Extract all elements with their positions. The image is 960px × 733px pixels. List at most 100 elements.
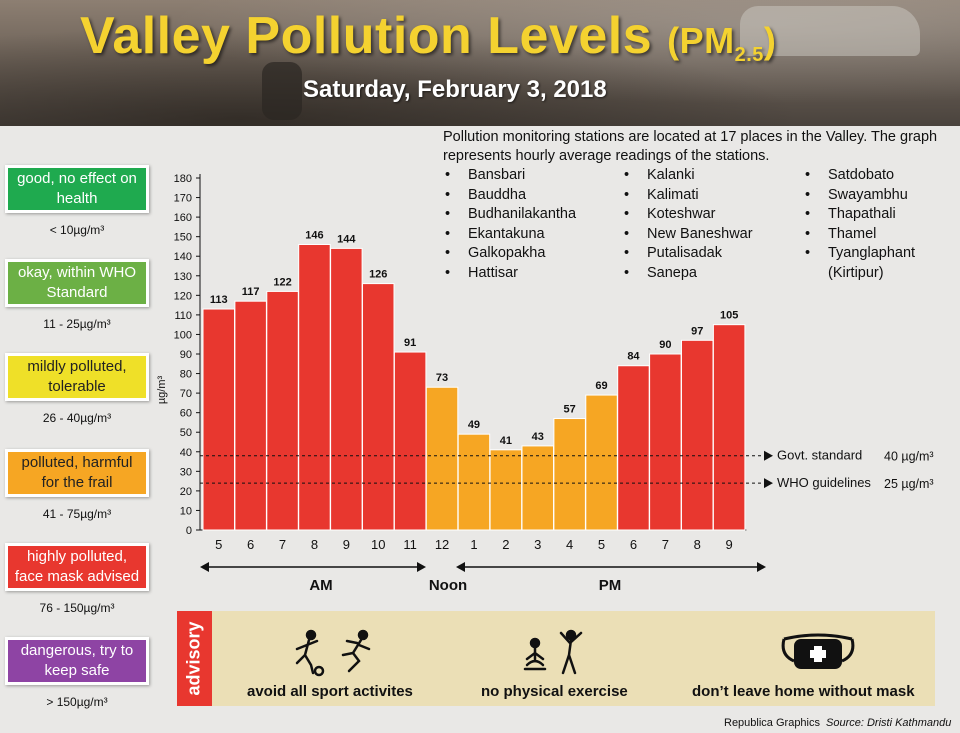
publisher-credit: Republica Graphics <box>724 717 820 729</box>
legend-range: 76 - 150µg/m³ <box>39 601 115 615</box>
y-tick-label: 50 <box>180 427 192 439</box>
bar-value-label: 57 <box>564 404 576 416</box>
x-tick-label: 2 <box>502 537 509 552</box>
x-tick-label: 8 <box>311 537 318 552</box>
source-credit: Source: Dristi Kathmandu <box>826 717 952 729</box>
bar-value-label: 126 <box>369 269 387 281</box>
y-tick-label: 10 <box>180 505 192 517</box>
legend-range: 41 - 75µg/m³ <box>42 507 112 521</box>
reference-arrow <box>764 450 773 461</box>
y-tick-label: 180 <box>174 173 192 185</box>
station-item: Hattisar <box>443 264 576 284</box>
legend-polluted: polluted, harmful for the frail <box>5 449 149 497</box>
reference-value: 40 µg/m³ <box>884 450 934 464</box>
am-arrow-right <box>417 562 426 572</box>
y-tick-label: 20 <box>180 486 192 498</box>
station-item: New Baneshwar <box>622 225 753 245</box>
bar-5 <box>585 394 618 531</box>
x-tick-label: 9 <box>343 537 350 552</box>
bar-value-label: 146 <box>305 229 323 241</box>
credit-line: Republica Graphics Source: Dristi Kathman… <box>724 717 951 729</box>
bar-8 <box>681 339 714 531</box>
station-item: Sanepa <box>622 264 753 284</box>
x-tick-label: 9 <box>726 537 733 552</box>
y-tick-label: 110 <box>174 310 192 322</box>
legend-label: highly polluted, face mask advised <box>14 548 140 585</box>
noon-label: Noon <box>429 577 467 594</box>
y-tick-label: 70 <box>180 388 192 400</box>
exercise-icon <box>523 629 583 675</box>
bar-value-label: 91 <box>404 337 416 349</box>
station-item: Koteshwar <box>622 205 753 225</box>
station-item: Ekantakuna <box>443 225 576 245</box>
legend-range: 11 - 25µg/m³ <box>43 317 111 331</box>
x-tick-label: 10 <box>371 537 385 552</box>
station-item: Kalanki <box>622 166 753 186</box>
pm-label: PM <box>599 577 622 594</box>
pm-arrow-left <box>456 562 465 572</box>
bar-9 <box>712 324 746 531</box>
intro-text: Pollution monitoring stations are locate… <box>443 129 938 164</box>
station-item: Putalisadak <box>622 244 753 264</box>
am-label: AM <box>309 577 332 594</box>
bar-7 <box>649 353 682 531</box>
bar-4 <box>553 418 586 531</box>
y-tick-label: 160 <box>174 212 192 224</box>
bar-12 <box>425 386 459 531</box>
title-pm: (PM2.5) <box>667 20 777 66</box>
car-silhouette <box>740 6 920 56</box>
bar-5 <box>202 308 235 531</box>
sports-icon <box>295 629 371 677</box>
bar-11 <box>393 351 427 531</box>
station-item: Bauddha <box>443 186 576 206</box>
bar-3 <box>521 445 554 531</box>
bar-9 <box>330 247 363 531</box>
station-item: Tyanglaphant (Kirtipur) <box>803 244 960 283</box>
y-tick-label: 90 <box>180 349 192 361</box>
advisory-mask-label: don’t leave home without mask <box>692 683 915 700</box>
bar-value-label: 43 <box>532 431 544 443</box>
pm-arrow-right <box>757 562 766 572</box>
header-banner: Valley Pollution Levels (PM2.5) Saturday… <box>0 0 960 126</box>
mask-icon <box>781 633 855 669</box>
y-tick-label: 100 <box>174 329 192 341</box>
bar-value-label: 113 <box>210 294 228 306</box>
bar-value-label: 69 <box>595 380 607 392</box>
station-list-3: SatdobatoSwayambhuThapathaliThamelTyangl… <box>803 166 960 283</box>
x-tick-label: 6 <box>630 537 637 552</box>
motorbike-silhouette <box>262 62 302 120</box>
station-item: Kalimati <box>622 186 753 206</box>
x-tick-label: 1 <box>470 537 477 552</box>
y-tick-label: 40 <box>180 447 192 459</box>
legend-label: okay, within WHO Standard <box>17 264 137 301</box>
legend-high: highly polluted, face mask advised <box>5 543 149 591</box>
y-tick-label: 150 <box>174 232 192 244</box>
reference-label: Govt. standard <box>777 448 862 463</box>
bar-8 <box>298 243 331 531</box>
y-tick-label: 170 <box>174 193 192 205</box>
x-tick-label: 8 <box>694 537 701 552</box>
legend-range: 26 - 40µg/m³ <box>42 411 112 425</box>
x-tick-label: 6 <box>247 537 254 552</box>
bar-value-label: 97 <box>691 325 703 337</box>
bar-value-label: 117 <box>242 286 260 298</box>
advisory-exercise-label: no physical exercise <box>481 683 628 700</box>
station-item: Galkopakha <box>443 244 576 264</box>
station-item: Thapathali <box>803 205 960 225</box>
legend-label: mildly polluted, tolerable <box>27 358 127 395</box>
legend-label: polluted, harmful for the frail <box>21 454 133 491</box>
station-list-2: KalankiKalimatiKoteshwarNew BaneshwarPut… <box>622 166 753 283</box>
y-tick-label: 60 <box>180 408 192 420</box>
legend-dangerous: dangerous, try to keep safe <box>5 637 149 685</box>
y-axis-label: µg/m³ <box>156 375 168 404</box>
x-tick-label: 12 <box>435 537 449 552</box>
station-item: Budhanilakantha <box>443 205 576 225</box>
bar-value-label: 122 <box>273 276 291 288</box>
bar-value-label: 105 <box>720 310 738 322</box>
bar-6 <box>234 300 267 531</box>
legend-okay: okay, within WHO Standard <box>5 259 149 307</box>
legend-range: < 10µg/m³ <box>49 223 105 237</box>
page-date: Saturday, February 3, 2018 <box>303 76 607 103</box>
legend-good: good, no effect on health <box>5 165 149 213</box>
station-item: Satdobato <box>803 166 960 186</box>
